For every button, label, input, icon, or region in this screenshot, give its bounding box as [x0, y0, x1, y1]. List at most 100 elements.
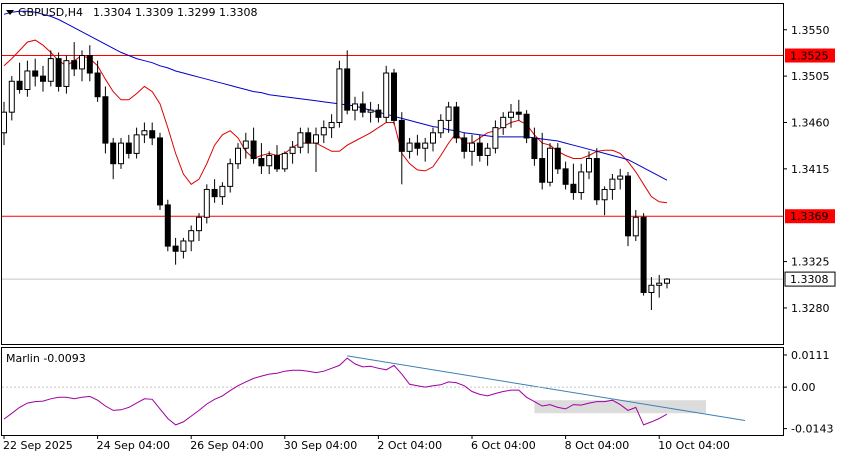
y-tick-label: 1.3415	[791, 163, 830, 176]
candle-body-bull	[297, 132, 304, 148]
candle	[593, 148, 600, 205]
candle-body-bull	[617, 175, 624, 180]
candle-body-bull	[281, 152, 288, 170]
candle-body-bull	[367, 109, 374, 113]
candle-body-bear	[258, 158, 265, 167]
candle-body-bear	[414, 142, 421, 149]
candle	[102, 86, 109, 154]
candle-body-bear	[375, 109, 382, 118]
candle	[445, 101, 452, 133]
candle	[383, 65, 390, 123]
candle	[515, 99, 522, 121]
candle	[55, 52, 62, 92]
horizontal-levels	[2, 55, 783, 280]
candle	[172, 237, 179, 265]
candle-body-bear	[570, 183, 577, 194]
candle-body-bull	[469, 142, 475, 152]
candle-body-bull	[500, 116, 507, 129]
dropdown-triangle-icon[interactable]	[6, 10, 14, 15]
current-price-tag	[784, 271, 836, 287]
candle-body-bear	[250, 140, 257, 160]
candle	[313, 127, 319, 172]
level-price-tag	[785, 48, 835, 63]
candle	[289, 141, 296, 164]
candle-body-bear	[515, 111, 522, 115]
candle	[578, 163, 585, 200]
candle	[227, 158, 234, 193]
candle	[461, 132, 468, 159]
candle-body-bull	[141, 130, 148, 136]
x-tick-label: 30 Sep 04:00	[284, 439, 357, 452]
candle-body-bull	[437, 119, 444, 134]
candle-body-bear	[531, 137, 538, 160]
candle	[141, 122, 148, 144]
indicator-panel-frame[interactable]	[1, 347, 784, 436]
candle	[570, 163, 577, 200]
candle-body-bull	[492, 127, 499, 149]
candle-body-bull	[188, 230, 195, 242]
candle-body-bull	[118, 142, 124, 165]
candle	[157, 132, 163, 211]
candle-body-bull	[63, 60, 70, 87]
candle	[422, 137, 429, 162]
candle	[531, 127, 538, 166]
candle-body-bear	[274, 154, 280, 170]
candle-body-bull	[313, 134, 319, 144]
candle-body-bear	[593, 158, 600, 201]
candle-body-bear	[625, 175, 631, 237]
candle-body-bear	[344, 68, 351, 111]
candle-body-bear	[461, 137, 468, 152]
candle	[539, 132, 546, 190]
candle	[609, 174, 616, 200]
candle	[8, 76, 15, 121]
candle-body-bull	[648, 284, 655, 293]
candle-body-bear	[523, 113, 530, 139]
price-panel-frame[interactable]	[1, 3, 784, 345]
candle-body-bear	[71, 60, 78, 70]
candle	[586, 151, 592, 180]
current-price-tag-label: 1.3308	[790, 273, 829, 286]
candle-body-bull	[1, 111, 7, 134]
indicator-tick-label: 0.0111	[791, 349, 830, 362]
candle-body-bull	[235, 147, 241, 165]
candle	[562, 161, 569, 190]
candle-body-bull	[508, 111, 514, 118]
candle-body-bear	[157, 137, 163, 206]
candle	[149, 122, 156, 146]
candle-body-bull	[656, 282, 663, 286]
candle-body-bear	[359, 103, 366, 113]
y-axis-ticks: 1.3550 1.3505 1.3460 1.3415 1.3325 1.3280 0.01…	[783, 24, 833, 436]
divergence-trendline	[347, 355, 746, 421]
candle-body-bull	[445, 106, 452, 121]
candle-body-bull	[422, 142, 429, 149]
candle-body-bull	[266, 154, 273, 167]
candle	[320, 120, 327, 144]
candle	[188, 225, 195, 252]
candle-body-bull	[484, 147, 491, 156]
candle-body-bear	[476, 142, 483, 156]
level-price-tag-label: 1.3369	[790, 210, 829, 223]
candle-body-bull	[430, 132, 436, 144]
candle	[133, 127, 140, 159]
candle	[601, 186, 608, 216]
candle-body-bear	[640, 216, 647, 293]
indicator-tick-label: -0.0143	[791, 423, 833, 436]
candle-body-bull	[383, 72, 390, 118]
candle	[328, 114, 335, 138]
y-tick-label: 1.3460	[791, 116, 830, 129]
candle	[640, 213, 647, 296]
y-tick-label: 1.3505	[791, 70, 830, 83]
candle	[266, 151, 273, 174]
candle	[79, 50, 85, 82]
candle	[47, 50, 54, 87]
candle-body-bull	[8, 80, 15, 113]
candle	[398, 112, 405, 185]
candle-body-bull	[227, 163, 234, 187]
candle	[180, 237, 187, 259]
candle	[71, 42, 78, 77]
candle-body-bull	[601, 188, 608, 201]
x-axis-ticks: 22 Sep 2025 24 Sep 04:00 26 Sep 04:00 30 Se…	[3, 435, 730, 452]
level-price-tag	[785, 209, 835, 224]
candle-body-bear	[211, 188, 218, 198]
